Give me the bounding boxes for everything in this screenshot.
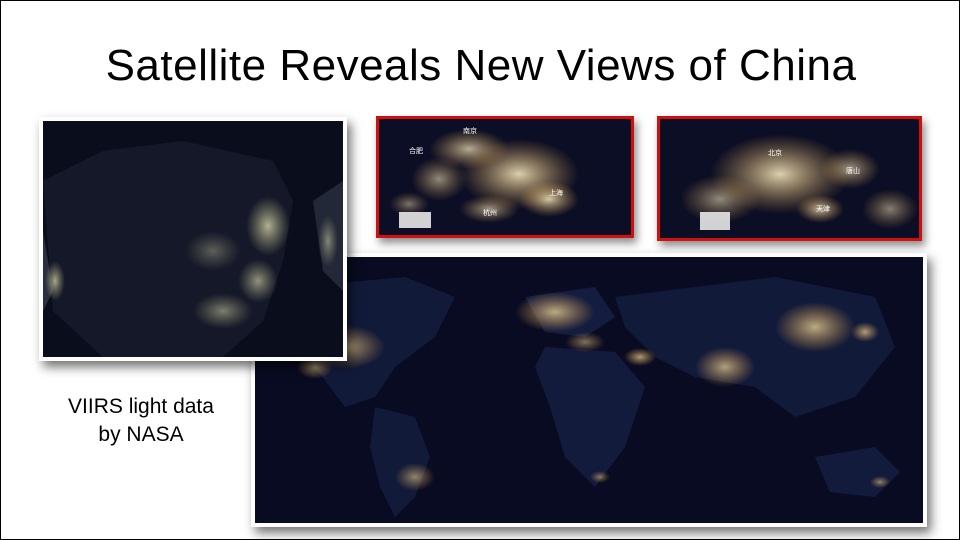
inset-beijing-image: 北京 唐山 天津	[657, 116, 922, 241]
city-label-tangshan: 唐山	[846, 166, 860, 175]
world-map-icon	[255, 257, 923, 523]
city-label-hangzhou: 杭州	[483, 208, 497, 217]
image-caption: VIIRS light data by NASA	[41, 393, 241, 449]
yangtze-delta-icon: 合肥 南京 上海 杭州	[379, 119, 631, 235]
china-map-icon	[43, 121, 343, 357]
city-label-shanghai: 上海	[549, 188, 563, 197]
inset-shanghai-image: 合肥 南京 上海 杭州	[376, 116, 634, 238]
caption-line-1: VIIRS light data	[68, 395, 214, 418]
city-label-hefei: 合肥	[409, 146, 423, 155]
city-label-nanjing: 南京	[463, 126, 477, 135]
slide-title: Satellite Reveals New Views of China	[105, 41, 857, 90]
caption-line-2: by NASA	[98, 423, 184, 446]
china-night-lights-image	[39, 117, 347, 361]
beijing-tianjin-icon: 北京 唐山 天津	[660, 119, 919, 238]
city-label-beijing: 北京	[768, 148, 782, 157]
world-night-lights-image	[251, 253, 927, 527]
city-label-tianjin: 天津	[816, 205, 830, 213]
